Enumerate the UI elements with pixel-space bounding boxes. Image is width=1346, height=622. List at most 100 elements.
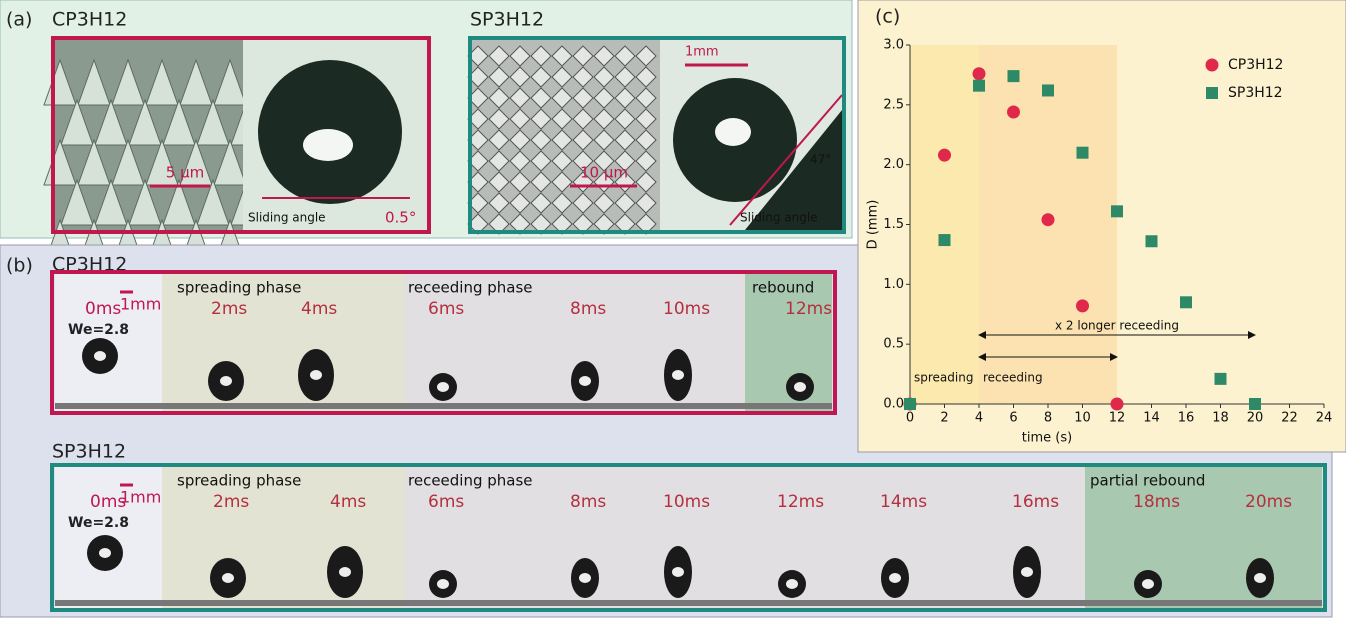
drop-highlight <box>715 118 751 146</box>
page: {"panel_a": {"label": "(a)", "left": {"t… <box>0 0 1346 622</box>
frame-time: 4ms <box>330 492 366 512</box>
frame-time: 20ms <box>1245 492 1292 512</box>
frame-time: 6ms <box>428 492 464 512</box>
frame-time: 8ms <box>570 299 606 319</box>
point <box>1111 205 1123 217</box>
sample-title: SP3H12 <box>470 9 544 31</box>
point <box>939 234 951 246</box>
frame-time: 16ms <box>1012 492 1059 512</box>
point <box>1111 398 1124 411</box>
y-tick-label: 2.5 <box>883 97 904 112</box>
droplet-highlight <box>1142 579 1154 589</box>
scale-label: 1mm <box>685 45 719 60</box>
droplet-highlight <box>1021 567 1033 577</box>
frame-time: 4ms <box>301 299 337 319</box>
y-tick-label: 0.0 <box>883 397 904 412</box>
droplet-highlight <box>786 579 798 589</box>
frame-time: 12ms <box>785 299 832 319</box>
panel-label: (c) <box>875 6 900 28</box>
sliding-label: Sliding angle <box>248 211 326 225</box>
droplet-highlight <box>437 382 449 392</box>
droplet-highlight <box>437 579 449 589</box>
point <box>1007 106 1020 119</box>
droplet-highlight <box>889 573 901 583</box>
frame-time: 12ms <box>777 492 824 512</box>
point <box>904 398 916 410</box>
x-tick-label: 6 <box>1009 411 1017 426</box>
x-tick-label: 20 <box>1247 411 1264 426</box>
frame-time: 8ms <box>570 492 606 512</box>
point <box>1042 213 1055 226</box>
scale-label: 10 μm <box>580 164 628 182</box>
y-tick-label: 0.5 <box>883 337 904 352</box>
frame-time: 6ms <box>428 299 464 319</box>
droplet-highlight <box>94 351 106 361</box>
droplet-highlight <box>220 376 232 386</box>
droplet-highlight <box>99 548 111 558</box>
we-label: We=2.8 <box>68 515 129 531</box>
point <box>938 149 951 162</box>
x-axis-label: time (s) <box>1022 431 1072 446</box>
x-tick-label: 8 <box>1044 411 1052 426</box>
panel-label: (b) <box>6 255 33 277</box>
region-label: receeding <box>983 371 1043 385</box>
y-tick-label: 3.0 <box>883 38 904 53</box>
region-label: spreading <box>914 371 973 385</box>
phase-label: receeding phase <box>408 279 533 297</box>
region <box>910 45 979 404</box>
legend-label: SP3H12 <box>1228 85 1283 101</box>
point <box>973 80 985 92</box>
sliding-label: Sliding angle <box>740 211 818 225</box>
frame-time: 2ms <box>211 299 247 319</box>
point <box>1076 299 1089 312</box>
scale-label: 1mm <box>120 295 161 314</box>
phase-label: spreading phase <box>177 279 301 297</box>
sem-pattern <box>468 46 656 234</box>
droplet-highlight <box>579 376 591 386</box>
point <box>1042 84 1054 96</box>
figure: (a) CP3H12 SP3H12 5 μm Sliding angle 0.5… <box>0 0 1346 622</box>
arrow-label: x 2 longer receeding <box>1055 319 1179 333</box>
point <box>1215 373 1227 385</box>
we-label: We=2.8 <box>68 322 129 338</box>
point <box>973 67 986 80</box>
frame-time: 0ms <box>85 299 121 319</box>
point <box>1180 296 1192 308</box>
legend-marker <box>1206 59 1219 72</box>
droplet-highlight <box>222 573 234 583</box>
droplet-highlight <box>579 573 591 583</box>
ground <box>55 403 832 409</box>
x-tick-label: 18 <box>1212 411 1229 426</box>
panel-label: (a) <box>6 9 32 31</box>
droplet-highlight <box>1254 573 1266 583</box>
x-tick-label: 12 <box>1109 411 1126 426</box>
drop-highlight <box>303 129 353 161</box>
sample-title: CP3H12 <box>52 9 127 31</box>
phase-label: receeding phase <box>408 472 533 490</box>
legend-label: CP3H12 <box>1228 57 1283 73</box>
x-tick-label: 14 <box>1143 411 1160 426</box>
phase-label: partial rebound <box>1090 472 1205 490</box>
x-tick-label: 2 <box>940 411 948 426</box>
y-tick-label: 1.5 <box>883 217 904 232</box>
y-axis-label: D (mm) <box>866 200 881 250</box>
scale-label: 5 μm <box>166 164 204 182</box>
point <box>1077 147 1089 159</box>
droplet-highlight <box>339 567 351 577</box>
droplet-highlight <box>672 370 684 380</box>
angle: 47° <box>810 153 831 167</box>
x-tick-label: 24 <box>1316 411 1333 426</box>
phase-label: spreading phase <box>177 472 301 490</box>
y-tick-label: 1.0 <box>883 277 904 292</box>
droplet-highlight <box>794 382 806 392</box>
droplet-highlight <box>672 567 684 577</box>
x-tick-label: 10 <box>1074 411 1091 426</box>
angle: 0.5° <box>385 209 416 227</box>
phase-label: rebound <box>752 279 814 297</box>
x-tick-label: 16 <box>1178 411 1195 426</box>
frame-time: 14ms <box>880 492 927 512</box>
point <box>1146 235 1158 247</box>
frame-time: 10ms <box>663 492 710 512</box>
x-tick-label: 0 <box>906 411 914 426</box>
frame-time: 18ms <box>1133 492 1180 512</box>
